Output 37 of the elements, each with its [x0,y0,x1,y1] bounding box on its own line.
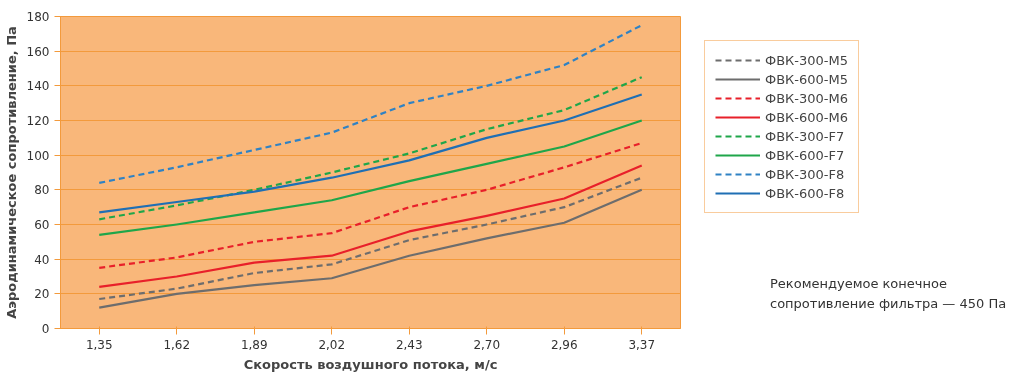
line-series [98,76,643,221]
legend-label: ФВК-300-F7 [765,127,845,145]
line-series [98,176,643,301]
y-tick-label: 20 [34,287,50,302]
line-series [98,93,643,214]
line-series [98,188,643,309]
line-series [98,119,643,236]
legend-label: ФВК-600-F8 [765,184,845,202]
x-tick-label: 2,70 [473,337,501,352]
x-tick-label: 1,35 [85,337,113,352]
y-tick-label: 0 [41,322,50,336]
y-tick-label: 140 [26,79,50,94]
x-tick-label: 2,02 [318,337,346,352]
y-tick-label: 40 [34,252,50,267]
y-tick-label: 80 [34,183,50,198]
x-tick-label: 2,43 [395,337,423,352]
y-tick-label: 120 [26,114,50,128]
y-tick-label: 100 [26,148,50,163]
text: Рекомендуемое конечное сопротивление фильтра — 450 Па [770,275,1008,313]
line-series [98,141,643,269]
y-axis-title: Аэродинамическое сопротивление, Па [3,26,19,319]
legend-label: ФВК-300-F8 [765,165,845,183]
x-tick-label: 1,62 [163,337,191,352]
x-tick-label: 2,96 [550,337,578,352]
legend-label: ФВК-600-F7 [765,146,845,164]
line-series [98,24,643,184]
y-tick-label: 180 [26,10,50,24]
y-tick-label: 60 [34,218,50,232]
legend-label: ФВК-300-М5 [765,51,849,69]
line-series [98,164,643,288]
x-tick-label: 3,37 [628,337,656,352]
x-tick-label: 1,89 [240,337,268,352]
x-axis-title: Скорость воздушного потока, м/с [243,356,498,372]
legend-label: ФВК-300-М6 [765,89,849,107]
y-tick-label: 160 [26,44,50,59]
legend-label: ФВК-600-М5 [765,70,849,88]
legend-label: ФВК-600-М6 [765,108,849,126]
